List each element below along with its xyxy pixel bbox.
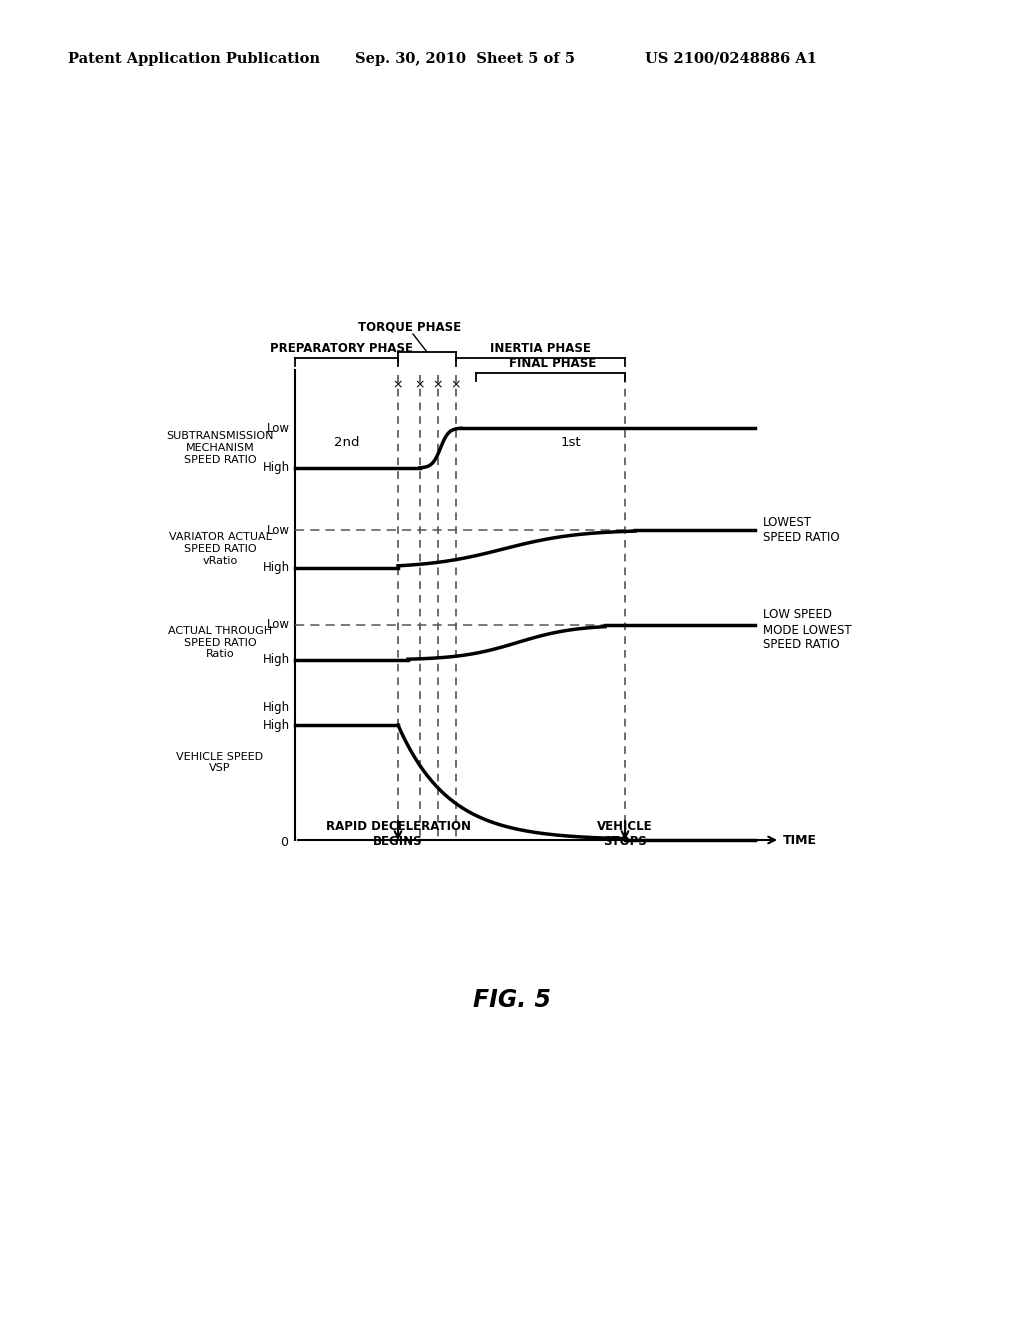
Text: High: High <box>263 701 290 714</box>
Text: 1st: 1st <box>560 437 581 450</box>
Text: Low: Low <box>267 524 290 536</box>
Text: High: High <box>263 462 290 474</box>
Text: VARIATOR ACTUAL
SPEED RATIO
vRatio: VARIATOR ACTUAL SPEED RATIO vRatio <box>169 532 271 565</box>
Text: VEHICLE
STOPS: VEHICLE STOPS <box>597 820 653 847</box>
Text: VEHICLE SPEED
VSP: VEHICLE SPEED VSP <box>176 751 263 774</box>
Text: High: High <box>263 718 290 731</box>
Text: Low: Low <box>267 619 290 631</box>
Text: 0: 0 <box>280 836 288 849</box>
Text: US 2100/0248886 A1: US 2100/0248886 A1 <box>645 51 817 66</box>
Text: LOWEST
SPEED RATIO: LOWEST SPEED RATIO <box>763 516 840 544</box>
Text: Sep. 30, 2010  Sheet 5 of 5: Sep. 30, 2010 Sheet 5 of 5 <box>355 51 575 66</box>
Text: TIME: TIME <box>783 833 817 846</box>
Text: FINAL PHASE: FINAL PHASE <box>509 356 597 370</box>
Text: ACTUAL THROUGH
SPEED RATIO
Ratio: ACTUAL THROUGH SPEED RATIO Ratio <box>168 626 272 659</box>
Text: Patent Application Publication: Patent Application Publication <box>68 51 319 66</box>
Text: High: High <box>263 653 290 667</box>
Text: ×: × <box>433 379 443 392</box>
Text: High: High <box>263 561 290 574</box>
Text: 2nd: 2nd <box>334 437 359 450</box>
Text: FIG. 5: FIG. 5 <box>473 987 551 1012</box>
Text: ×: × <box>393 379 403 392</box>
Text: INERTIA PHASE: INERTIA PHASE <box>490 342 591 355</box>
Text: RAPID DECELERATION
BEGINS: RAPID DECELERATION BEGINS <box>326 820 470 847</box>
Text: LOW SPEED
MODE LOWEST
SPEED RATIO: LOW SPEED MODE LOWEST SPEED RATIO <box>763 609 852 652</box>
Text: PREPARATORY PHASE: PREPARATORY PHASE <box>270 342 413 355</box>
Text: SUBTRANSMISSION
MECHANISM
SPEED RATIO: SUBTRANSMISSION MECHANISM SPEED RATIO <box>166 432 273 465</box>
Text: ×: × <box>415 379 425 392</box>
Text: TORQUE PHASE: TORQUE PHASE <box>358 319 461 333</box>
Text: Low: Low <box>267 421 290 434</box>
Text: ×: × <box>451 379 461 392</box>
